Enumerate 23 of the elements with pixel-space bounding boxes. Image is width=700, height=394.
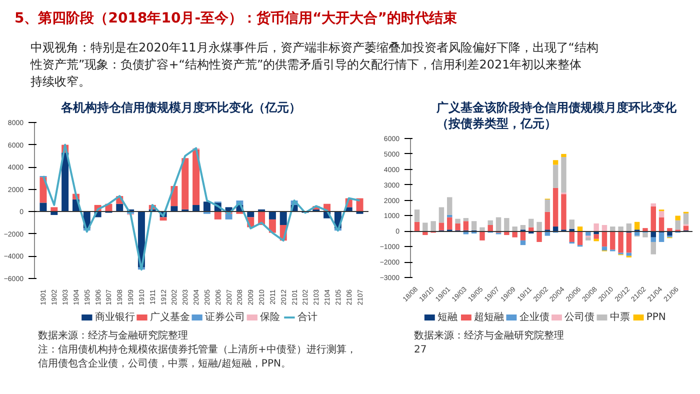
legend-label: 商业银行 xyxy=(94,311,135,323)
legend-label: 合计 xyxy=(297,311,318,323)
legend-label: 超短融 xyxy=(474,311,504,323)
text: 注：信用债机构持仓规模依据债券托管量（上清所+中债登）进行测算， xyxy=(38,344,356,356)
chart-title: 广义基金该阶段持仓信用债规模月度环比变化 xyxy=(436,100,678,114)
legend-label: 企业债 xyxy=(519,311,550,323)
text: 27 xyxy=(414,344,427,356)
text: 5、第四阶段（2018年10月-至今）：货币信用“大开大合”的时代结束 xyxy=(14,10,457,26)
chart-title: 各机构持仓信用债规模月度环比变化（亿元） xyxy=(60,100,302,114)
legend-label: PPN xyxy=(646,312,666,323)
legend-label: 中票 xyxy=(610,311,630,323)
legend-label: 短融 xyxy=(437,311,458,323)
text: 持续收窄。 xyxy=(30,74,90,88)
source-note: 数据来源：经济与金融研究院整理 xyxy=(414,330,564,342)
legend-label: 保险 xyxy=(260,311,280,323)
text: 性资产荒”现象：负债扩容+“结构性资产荒”的供需矛盾引导的欠配行情下，信用利差2021年初以来整体 xyxy=(30,58,582,72)
legend-label: 证券公司 xyxy=(205,311,246,323)
source-note: 数据来源：经济与金融研究院整理 xyxy=(38,330,188,342)
legend-label: 广义基金 xyxy=(150,311,190,323)
text: 信用债包含企业债，公司债，中票，短融/超短融，PPN。 xyxy=(38,358,291,370)
chart-subtitle: （按债券类型，亿元） xyxy=(436,116,557,130)
text: 中观视角：特别是在2020年11月永煤事件后，资产端非标资产萎缩叠加投资者风险偏好下降，出现了“结构 xyxy=(30,40,599,54)
legend-label: 公司债 xyxy=(564,311,595,323)
